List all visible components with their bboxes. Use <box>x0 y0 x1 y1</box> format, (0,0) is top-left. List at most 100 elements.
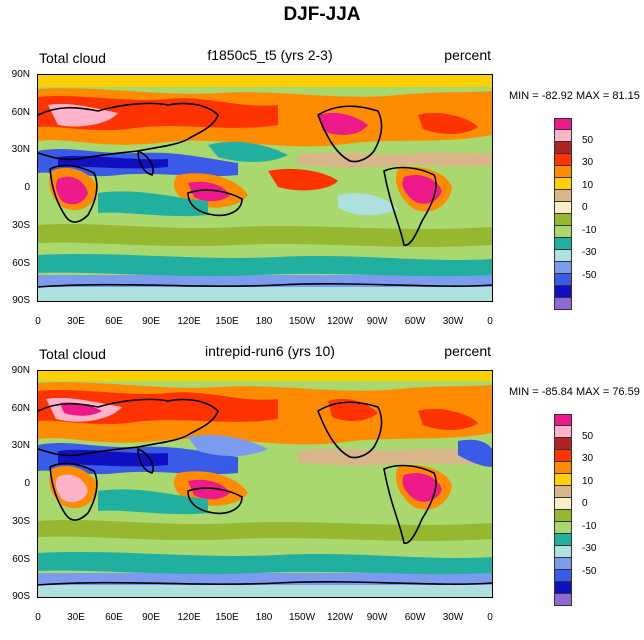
top-legend-label-neg10: -10 <box>582 225 597 236</box>
top-lon-tick-30w: 30W <box>442 316 464 327</box>
bottom-lat-tick-0: 0 <box>24 478 30 489</box>
legend-swatch <box>554 166 572 178</box>
legend-swatch <box>554 438 572 450</box>
top-units-label: percent <box>444 47 491 63</box>
bottom-legend-label-50: 50 <box>582 431 594 442</box>
bottom-legend-label-0: 0 <box>582 498 588 509</box>
bottom-lon-tick-60w: 60W <box>404 612 426 623</box>
bottom-lon-tick-150e: 150E <box>215 612 239 623</box>
bottom-legend-label-neg30: -30 <box>582 543 597 554</box>
legend-swatch <box>554 226 572 238</box>
top-legend-label-neg30: -30 <box>582 247 597 258</box>
legend-swatch <box>554 298 572 310</box>
bottom-legend-label-10: 10 <box>582 476 594 487</box>
bottom-map-contours <box>38 371 492 597</box>
legend-swatch <box>554 130 572 142</box>
legend-swatch <box>554 426 572 438</box>
bottom-lon-tick-90w: 90W <box>366 612 388 623</box>
legend-swatch <box>554 522 572 534</box>
legend-swatch <box>554 582 572 594</box>
bottom-lon-tick-0-end: 0 <box>487 612 493 623</box>
top-legend-label-10: 10 <box>582 180 594 191</box>
legend-swatch <box>554 154 572 166</box>
bottom-lon-tick-30e: 30E <box>67 612 85 623</box>
bottom-lon-tick-30w: 30W <box>442 612 464 623</box>
legend-swatch <box>554 510 572 522</box>
legend-swatch <box>554 546 572 558</box>
bottom-units-label: percent <box>444 343 491 359</box>
bottom-lon-tick-120e: 120E <box>177 612 201 623</box>
top-lon-tick-120w: 120W <box>326 316 354 327</box>
top-map-contours <box>38 75 492 301</box>
legend-swatch <box>554 238 572 250</box>
legend-swatch <box>554 250 572 262</box>
top-legend-colorbar <box>554 118 572 310</box>
legend-swatch <box>554 190 572 202</box>
legend-swatch <box>554 594 572 606</box>
bottom-case-label: intrepid-run6 (yrs 10) <box>205 343 335 359</box>
bottom-lon-tick-180: 180 <box>255 612 273 623</box>
legend-swatch <box>554 262 572 274</box>
top-lon-tick-60e: 60E <box>105 316 123 327</box>
legend-swatch <box>554 486 572 498</box>
top-lat-tick-30s: 30S <box>12 220 30 231</box>
legend-swatch <box>554 178 572 190</box>
top-map-panel: Total cloud f1850c5_t5 (yrs 2-3) percent… <box>0 44 644 344</box>
top-lon-tick-60w: 60W <box>404 316 426 327</box>
legend-swatch <box>554 118 572 130</box>
bottom-legend-colorbar <box>554 414 572 606</box>
bottom-lat-tick-30s: 30S <box>12 516 30 527</box>
top-legend-label-50: 50 <box>582 135 594 146</box>
bottom-min-max: MIN = -85.84 MAX = 76.59 <box>509 386 640 398</box>
bottom-lat-tick-90n: 90N <box>11 365 30 376</box>
top-map-plot <box>37 74 493 302</box>
top-lat-tick-30n: 30N <box>11 144 30 155</box>
legend-swatch <box>554 202 572 214</box>
legend-swatch <box>554 462 572 474</box>
top-lon-tick-0: 0 <box>35 316 41 327</box>
legend-swatch <box>554 414 572 426</box>
top-lat-tick-60s: 60S <box>12 258 30 269</box>
top-legend-label-30: 30 <box>582 157 594 168</box>
top-lat-tick-0: 0 <box>24 182 30 193</box>
legend-swatch <box>554 474 572 486</box>
bottom-lat-tick-60n: 60N <box>11 403 30 414</box>
top-lat-tick-60n: 60N <box>11 107 30 118</box>
top-lon-tick-90w: 90W <box>366 316 388 327</box>
bottom-legend-label-neg10: -10 <box>582 521 597 532</box>
top-lon-tick-30e: 30E <box>67 316 85 327</box>
top-lon-tick-0-end: 0 <box>487 316 493 327</box>
legend-swatch <box>554 498 572 510</box>
top-lon-tick-90e: 90E <box>142 316 160 327</box>
bottom-lon-tick-90e: 90E <box>142 612 160 623</box>
top-lat-tick-90n: 90N <box>11 69 30 80</box>
figure-title: DJF-JJA <box>283 4 361 25</box>
bottom-lat-tick-90s: 90S <box>12 591 30 602</box>
bottom-lat-tick-60s: 60S <box>12 554 30 565</box>
legend-swatch <box>554 450 572 462</box>
bottom-legend-label-30: 30 <box>582 453 594 464</box>
bottom-map-plot <box>37 370 493 598</box>
legend-swatch <box>554 274 572 286</box>
top-legend-label-0: 0 <box>582 202 588 213</box>
top-lon-tick-150w: 150W <box>288 316 316 327</box>
bottom-lat-tick-30n: 30N <box>11 440 30 451</box>
bottom-legend-label-neg50: -50 <box>582 566 597 577</box>
legend-swatch <box>554 214 572 226</box>
bottom-lon-tick-120w: 120W <box>326 612 354 623</box>
top-case-label: f1850c5_t5 (yrs 2-3) <box>207 47 333 63</box>
bottom-lon-tick-150w: 150W <box>288 612 316 623</box>
bottom-lon-tick-60e: 60E <box>105 612 123 623</box>
top-min-max: MIN = -82.92 MAX = 81.15 <box>509 90 640 102</box>
legend-swatch <box>554 142 572 154</box>
bottom-lon-tick-0: 0 <box>35 612 41 623</box>
bottom-variable-label: Total cloud <box>39 346 106 362</box>
top-lat-tick-90s: 90S <box>12 295 30 306</box>
legend-swatch <box>554 558 572 570</box>
top-legend-label-neg50: -50 <box>582 270 597 281</box>
top-lon-tick-180: 180 <box>255 316 273 327</box>
top-variable-label: Total cloud <box>39 50 106 66</box>
top-lon-tick-120e: 120E <box>177 316 201 327</box>
top-lon-tick-150e: 150E <box>215 316 239 327</box>
bottom-map-panel: Total cloud intrepid-run6 (yrs 10) perce… <box>0 340 644 640</box>
